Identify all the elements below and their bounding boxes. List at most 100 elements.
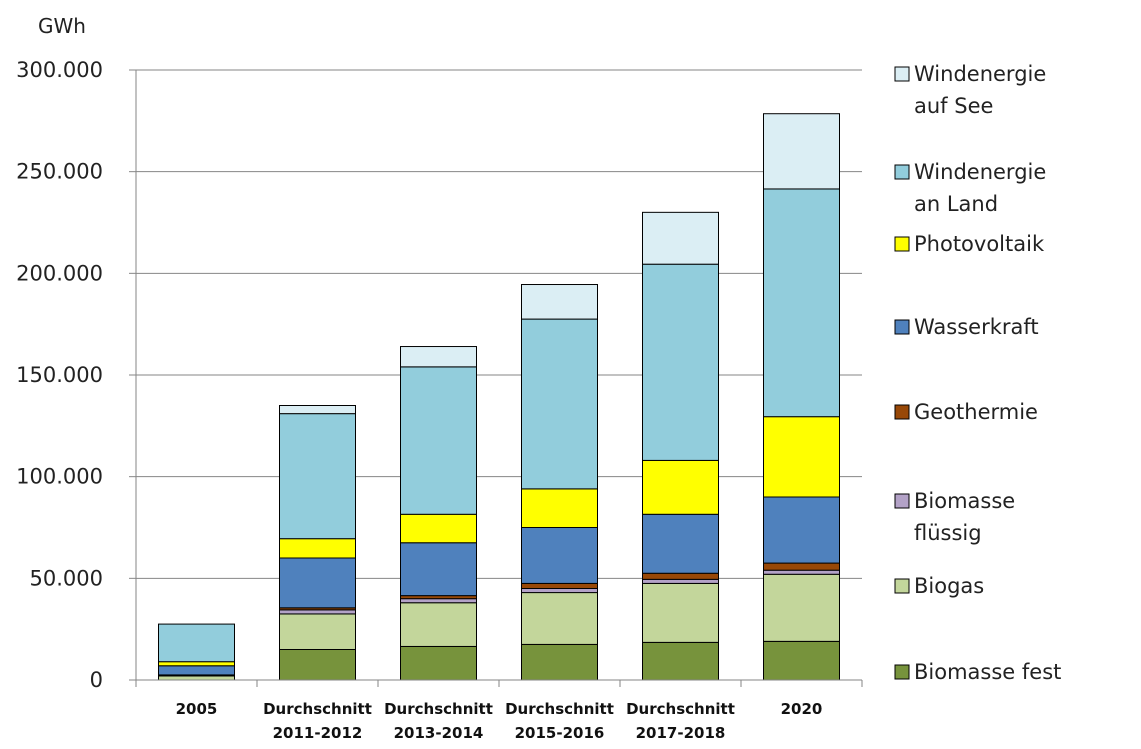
- x-tick-label-line: Durchschnitt: [626, 700, 735, 718]
- bar-segment: [279, 609, 356, 615]
- legend-swatch: [894, 319, 910, 335]
- x-tick-label-line: 2013-2014: [394, 724, 484, 742]
- y-tick-label: 300.000: [16, 58, 103, 82]
- bar-segment: [400, 645, 477, 681]
- bar-segment: [642, 641, 719, 681]
- legend-item: Photovoltaik: [894, 232, 1045, 256]
- bar-segment: [763, 188, 840, 418]
- legend-label: Windenergie auf See: [914, 62, 1046, 118]
- legend-item: Biomasse flüssig: [894, 489, 1015, 545]
- x-tick-label-line: Durchschnitt: [505, 700, 614, 718]
- bar-segment: [642, 513, 719, 574]
- bars: [158, 113, 840, 681]
- legend-label-line: flüssig: [914, 521, 982, 545]
- bar-segment: [400, 598, 477, 604]
- bar-segment: [521, 318, 598, 490]
- legend-label-line: Biogas: [914, 574, 984, 598]
- x-tick-label-line: Durchschnitt: [263, 700, 372, 718]
- unit-label: GWh: [38, 14, 86, 38]
- bar-segment: [400, 602, 477, 647]
- bar-segment: [642, 582, 719, 643]
- bar-stack: [400, 346, 477, 681]
- bar-segment: [521, 284, 598, 320]
- legend-label-line: Windenergie: [914, 62, 1046, 86]
- y-tick-label: 250.000: [16, 160, 103, 184]
- bar-segment: [400, 346, 477, 368]
- legend-label: Geothermie: [914, 400, 1038, 424]
- legend-label-line: Windenergie: [914, 160, 1046, 184]
- bar-segment: [521, 527, 598, 584]
- legend-label-line: auf See: [914, 94, 993, 118]
- x-tick-label: Durchschnitt 2011-2012: [263, 700, 372, 742]
- legend-label-line: Wasserkraft: [914, 315, 1039, 339]
- legend-swatch: [894, 664, 910, 680]
- bar-segment: [763, 573, 840, 642]
- y-tick-label: 100.000: [16, 465, 103, 489]
- x-tick-label-line: 2011-2012: [273, 724, 363, 742]
- x-tick-label: 2005: [176, 700, 218, 718]
- x-tick-label: Durchschnitt 2015-2016: [505, 700, 614, 742]
- x-axis: 2005 Durchschnitt 2011-2012 Durchschnitt 201…: [135, 679, 863, 742]
- bar-segment: [279, 613, 356, 651]
- legend-label: Biomasse flüssig: [914, 489, 1015, 545]
- bar-segment: [158, 665, 235, 676]
- legend-label-line: Biomasse fest: [914, 660, 1061, 684]
- y-tick-label: 200.000: [16, 261, 103, 285]
- x-tick-label-line: 2017-2018: [636, 724, 726, 742]
- bar-segment: [279, 538, 356, 559]
- legend-label: Photovoltaik: [914, 232, 1045, 256]
- bar-segment: [763, 562, 840, 571]
- bar-stack: [763, 113, 840, 681]
- x-tick-label: Durchschnitt 2013-2014: [384, 700, 493, 742]
- bar-segment: [642, 263, 719, 461]
- x-tick-label-line: 2015-2016: [515, 724, 605, 742]
- bar-stack: [642, 211, 719, 681]
- legend-item: Windenergie an Land: [894, 160, 1046, 216]
- bar-segment: [521, 582, 598, 590]
- legend-swatch: [894, 404, 910, 420]
- bar-segment: [763, 496, 840, 564]
- legend-label-line: Photovoltaik: [914, 232, 1045, 256]
- bar-stack: [158, 623, 235, 681]
- legend-item: Wasserkraft: [894, 315, 1039, 339]
- legend-label-line: Geothermie: [914, 400, 1038, 424]
- legend-label: Windenergie an Land: [914, 160, 1046, 216]
- bar-segment: [763, 569, 840, 575]
- bar-segment: [642, 578, 719, 584]
- bar-segment: [642, 572, 719, 580]
- bar-segment: [521, 592, 598, 645]
- legend-label: Wasserkraft: [914, 315, 1039, 339]
- gridlines: [136, 69, 862, 579]
- legend-swatch: [894, 66, 910, 82]
- bar-segment: [158, 675, 235, 681]
- legend-label: Biogas: [914, 574, 984, 598]
- x-tick-label-line: Durchschnitt: [384, 700, 493, 718]
- bar-segment: [279, 405, 356, 415]
- bar-segment: [158, 623, 235, 663]
- bar-stack: [279, 405, 356, 681]
- bar-segment: [279, 649, 356, 681]
- legend-swatch: [894, 578, 910, 594]
- x-tick-label-line: 2020: [781, 700, 823, 718]
- bar-segment: [763, 416, 840, 498]
- bar-segment: [763, 113, 840, 190]
- legend-label-line: Biomasse: [914, 489, 1015, 513]
- legend-swatch: [894, 236, 910, 252]
- legend-swatch: [894, 164, 910, 180]
- bar-segment: [642, 459, 719, 515]
- legend-label-line: an Land: [914, 192, 998, 216]
- bar-segment: [279, 557, 356, 609]
- legend-item: Geothermie: [894, 400, 1038, 424]
- y-tick-label: 0: [90, 668, 103, 692]
- bar-stack: [521, 284, 598, 681]
- bar-segment: [521, 643, 598, 681]
- y-tick-label: 150.000: [16, 363, 103, 387]
- x-tick-label-line: 2005: [176, 700, 218, 718]
- legend-item: Windenergie auf See: [894, 62, 1046, 118]
- legend-label: Biomasse fest: [914, 660, 1061, 684]
- bar-segment: [400, 513, 477, 544]
- bar-segment: [642, 211, 719, 265]
- x-tick-label: Durchschnitt 2017-2018: [626, 700, 735, 742]
